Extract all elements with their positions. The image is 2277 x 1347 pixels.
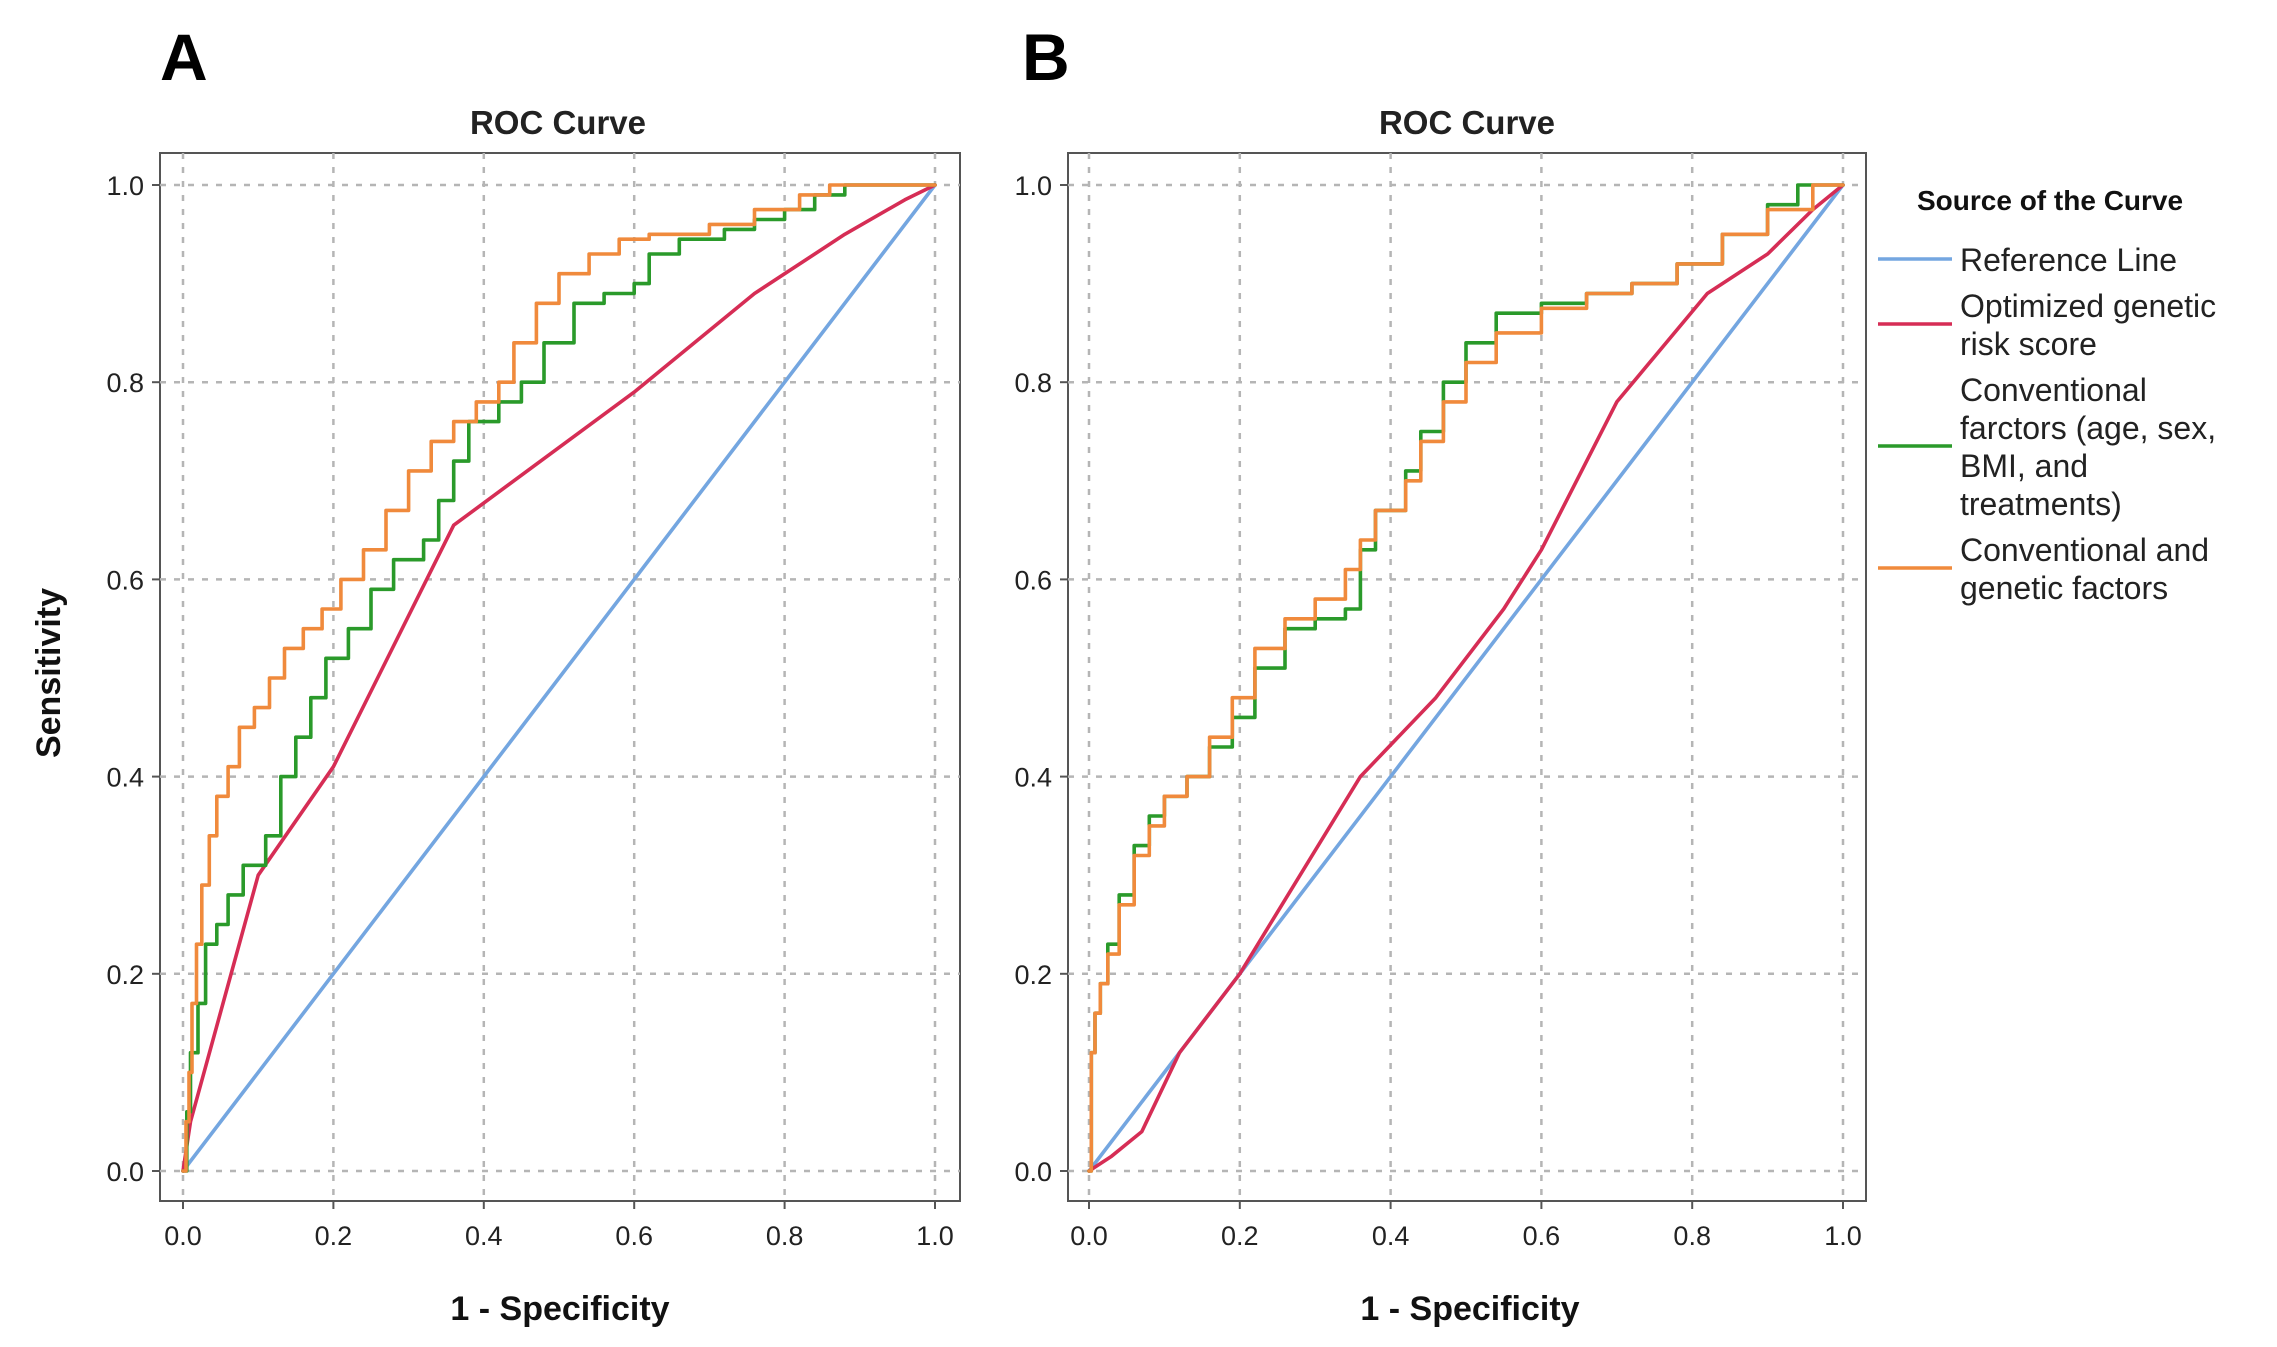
y-tick-label: 0.0 (106, 1157, 144, 1187)
legend-label: treatments) (1960, 486, 2122, 522)
y-tick-label: 0.6 (106, 565, 144, 595)
panel-b: B ROC Curve 1 - Specificity 0.0 0.0 0.2 0.2… (1014, 20, 1867, 1328)
x-axis-label-b: 1 - Specificity (1360, 1290, 1579, 1328)
legend-label: Conventional (1960, 372, 2147, 408)
y-tick-label: 1.0 (106, 171, 144, 201)
legend-label: risk score (1960, 326, 2097, 362)
panel-a: A ROC Curve Sensitivity 1 - Specificity … (30, 20, 961, 1328)
x-axis-label-a: 1 - Specificity (450, 1290, 669, 1328)
x-tick-label: 1.0 (916, 1221, 954, 1251)
legend-label: Conventional and (1960, 532, 2209, 568)
x-tick-label: 0.6 (1523, 1221, 1561, 1251)
series-line-reference-a (181, 183, 937, 1173)
y-tick-label: 0.0 (1014, 1157, 1052, 1187)
y-tick-label: 0.4 (106, 763, 144, 793)
plot-area-b: 0.0 0.0 0.2 0.2 0.4 0.4 0.6 0.6 0.8 0.8 1.0 1.0 (1014, 152, 1867, 1251)
series-line-conventional-a (181, 183, 937, 1173)
legend-label: Reference Line (1960, 242, 2177, 278)
panel-letter-b: B (1022, 20, 1070, 94)
y-tick-label: 0.8 (1014, 368, 1052, 398)
legend-label: genetic factors (1960, 570, 2168, 606)
x-tick-label: 0.8 (766, 1221, 804, 1251)
legend-entry-reference: Reference Line (1878, 242, 2177, 278)
plot-frame-b (1067, 152, 1867, 1202)
chart-title-b: ROC Curve (1379, 104, 1555, 141)
y-tick-label: 0.2 (1014, 960, 1052, 990)
y-tick-label: 0.4 (1014, 763, 1052, 793)
x-tick-label: 0.0 (1070, 1221, 1108, 1251)
legend-label: Optimized genetic (1960, 288, 2216, 324)
y-tick-label: 0.2 (106, 960, 144, 990)
plot-area-a: 0.0 0.0 0.2 0.2 0.4 0.4 0.6 0.6 0.8 0.8 1.0 1.0 (106, 152, 961, 1251)
legend-label: farctors (age, sex, (1960, 410, 2216, 446)
y-tick-label: 0.6 (1014, 565, 1052, 595)
x-tick-label: 0.6 (615, 1221, 653, 1251)
y-tick-label: 1.0 (1014, 171, 1052, 201)
x-tick-label: 0.2 (1221, 1221, 1259, 1251)
plot-frame-a (159, 152, 961, 1202)
panel-letter-a: A (160, 20, 208, 94)
series-line-combined-a (181, 183, 937, 1173)
legend: Source of the Curve Reference Line Optimi… (1878, 185, 2216, 606)
legend-label: BMI, and (1960, 448, 2088, 484)
chart-title-a: ROC Curve (470, 104, 646, 141)
x-tick-label: 0.4 (465, 1221, 503, 1251)
x-tick-label: 0.8 (1673, 1221, 1711, 1251)
x-tick-label: 1.0 (1824, 1221, 1862, 1251)
series-line-genetic-b (1087, 183, 1845, 1173)
x-tick-label: 0.0 (164, 1221, 202, 1251)
series-line-combined-b (1087, 183, 1845, 1173)
x-tick-label: 0.2 (315, 1221, 353, 1251)
y-tick-label: 0.8 (106, 368, 144, 398)
x-tick-label: 0.4 (1372, 1221, 1410, 1251)
legend-title: Source of the Curve (1917, 185, 2183, 216)
y-axis-label-a: Sensitivity (30, 588, 68, 758)
series-line-genetic-a (181, 183, 937, 1173)
